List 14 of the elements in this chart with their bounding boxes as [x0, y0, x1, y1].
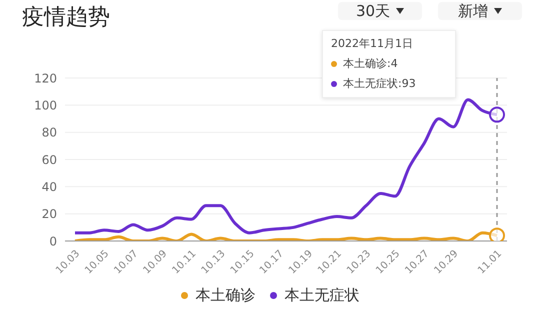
- y-tick-label: 0: [49, 234, 57, 248]
- y-tick-label: 80: [42, 126, 57, 140]
- text: 新增: [458, 2, 488, 20]
- chart-title: 疫情趋势: [22, 4, 110, 32]
- y-tick-label: 120: [34, 71, 57, 86]
- text: 30天: [356, 2, 390, 20]
- y-tick-label: 60: [42, 152, 57, 167]
- y-tick-label: 100: [34, 98, 57, 112]
- legend-label: 本土无症状: [284, 286, 360, 305]
- tooltip-box: 2022年11月1日 本土确诊:4 本土无症状:93: [322, 30, 456, 98]
- y-tick-label: 20: [42, 207, 57, 222]
- legend-label: 本土确诊: [196, 286, 256, 305]
- annotation: 本土无症状:93: [343, 76, 416, 92]
- y-tick-label: 40: [42, 180, 57, 194]
